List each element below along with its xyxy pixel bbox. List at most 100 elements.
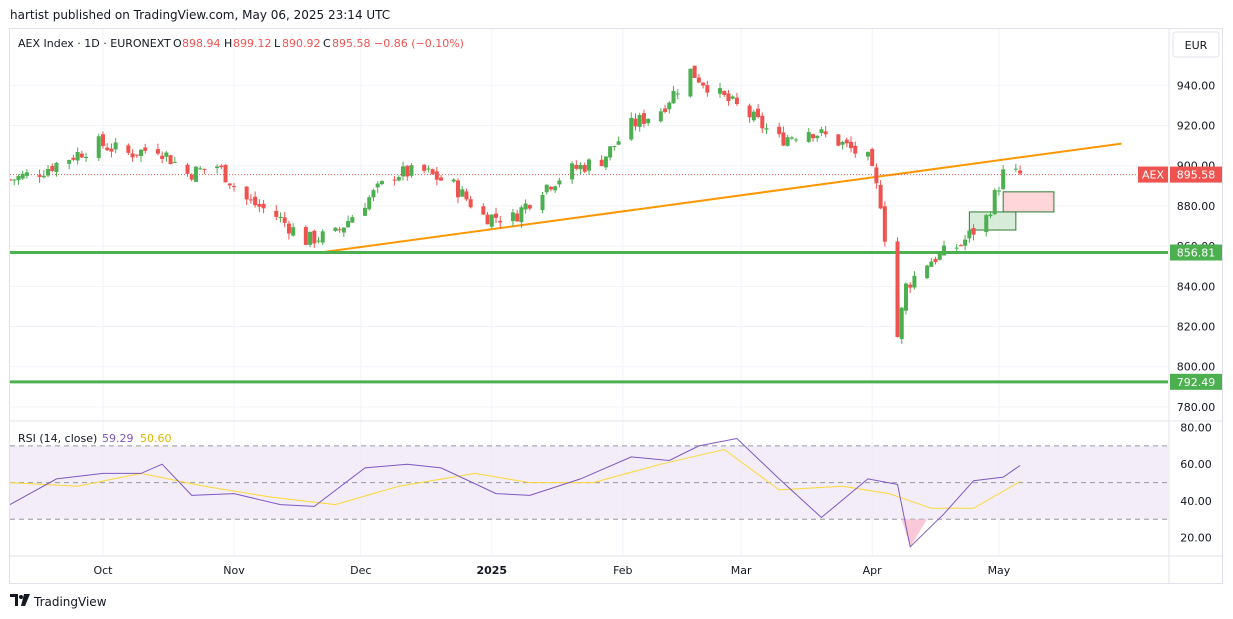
candle-body <box>510 212 515 221</box>
candle-body <box>553 186 558 191</box>
candle-body <box>401 166 406 177</box>
candle-body <box>548 186 553 190</box>
candle-body <box>282 217 287 223</box>
candle-body <box>853 145 858 154</box>
candle-body <box>637 114 642 127</box>
candle-body <box>481 206 486 215</box>
candle-body <box>692 65 697 78</box>
candle-body <box>113 142 118 150</box>
candle-body <box>671 90 676 104</box>
candle-body <box>903 283 908 311</box>
legend-open-label: O <box>173 37 182 50</box>
candle-body <box>231 186 236 188</box>
candle-body <box>333 227 338 231</box>
candle-body <box>971 228 976 235</box>
candle-body <box>109 148 114 152</box>
candle-body <box>722 91 727 95</box>
candle-body <box>451 179 456 182</box>
candle-body <box>984 215 989 233</box>
candle-body <box>130 153 135 158</box>
price-axis-label: 880.00 <box>1177 200 1216 213</box>
candle-body <box>367 197 372 210</box>
candle-body <box>878 184 883 209</box>
candle-body <box>954 247 959 249</box>
candle-body <box>498 220 503 223</box>
candle-body <box>751 111 756 121</box>
trendline <box>322 142 1122 254</box>
candle-body <box>350 217 355 223</box>
candle-body <box>777 126 782 135</box>
candle-body <box>603 156 608 168</box>
candle-body <box>544 184 549 193</box>
candle-body <box>718 88 723 94</box>
candle-body <box>806 132 811 142</box>
candle-body <box>50 166 55 171</box>
time-axis-label: Feb <box>613 564 632 577</box>
candle-body <box>375 183 380 188</box>
candle-body <box>54 162 59 173</box>
time-axis-label: May <box>988 564 1011 577</box>
candle-body <box>705 85 710 93</box>
candle-body <box>574 164 579 169</box>
candle-body <box>16 176 21 181</box>
candle-body <box>460 189 465 197</box>
currency-button[interactable]: EUR <box>1172 31 1220 58</box>
candle-body <box>789 137 794 139</box>
candle-body <box>1001 169 1006 190</box>
publish-caption: hartist published on TradingView.com, Ma… <box>10 8 391 22</box>
candle-body <box>215 166 220 169</box>
candle-body <box>405 165 410 177</box>
symbol-label-box <box>1138 166 1168 183</box>
price-axis-label: 820.00 <box>1177 321 1216 334</box>
candle-layer <box>10 65 1023 345</box>
chart-canvas[interactable]: 780.00800.00820.00840.00860.00880.00900.… <box>10 29 1222 583</box>
candle-body <box>257 203 262 207</box>
candle-body <box>189 174 194 180</box>
rsi-axis-label: 80.00 <box>1180 422 1212 435</box>
candle-body <box>870 149 875 167</box>
candle-body <box>578 164 583 170</box>
rsi-line <box>10 437 1021 548</box>
candle-body <box>79 153 84 158</box>
tradingview-footer[interactable]: TradingView <box>10 594 107 610</box>
candle-body <box>726 93 731 102</box>
candle-body <box>396 177 401 181</box>
price-label-value: 895.58 <box>1177 169 1216 182</box>
legend-symbol: AEX Index · 1D · EURONEXT <box>18 37 171 50</box>
candle-body <box>612 145 617 147</box>
candle-body <box>439 177 444 181</box>
candle-body <box>587 159 591 171</box>
price-label-value: 856.81 <box>1177 247 1216 260</box>
candle-body <box>925 265 930 279</box>
candle-body <box>185 164 190 174</box>
legend-high-label: H <box>224 37 232 50</box>
candle-body <box>633 118 638 127</box>
price-axis-label: 940.00 <box>1177 79 1216 92</box>
price-label-box <box>1170 244 1222 261</box>
candle-body <box>1018 170 1023 174</box>
price-axis-label: 800.00 <box>1177 361 1216 374</box>
candle-body <box>172 161 177 163</box>
candle-body <box>675 93 680 95</box>
candle-body <box>756 108 761 118</box>
rsi-layer <box>10 437 1021 548</box>
candle-body <box>316 240 321 242</box>
candle-body <box>223 164 228 183</box>
candle-body <box>248 199 253 201</box>
rsi-ma-value: 50.60 <box>140 432 172 445</box>
price-label-value: 792.49 <box>1177 376 1216 389</box>
currency-button-label[interactable]: EUR <box>1185 39 1208 52</box>
candle-body <box>629 117 634 140</box>
legend-close-value: 895.58 <box>332 37 371 50</box>
chart-frame[interactable]: 780.00800.00820.00840.00860.00880.00900.… <box>9 28 1223 584</box>
time-axis-label: Apr <box>863 564 883 577</box>
candle-body <box>303 227 308 245</box>
resistance-box <box>1002 191 1055 213</box>
legend-close-label: C <box>323 37 331 50</box>
candle-body <box>646 118 651 124</box>
rsi-axis-label: 40.00 <box>1180 495 1212 508</box>
candle-body <box>865 151 870 157</box>
candle-body <box>274 210 279 217</box>
candle-body <box>785 137 790 146</box>
candle-body <box>844 139 849 144</box>
